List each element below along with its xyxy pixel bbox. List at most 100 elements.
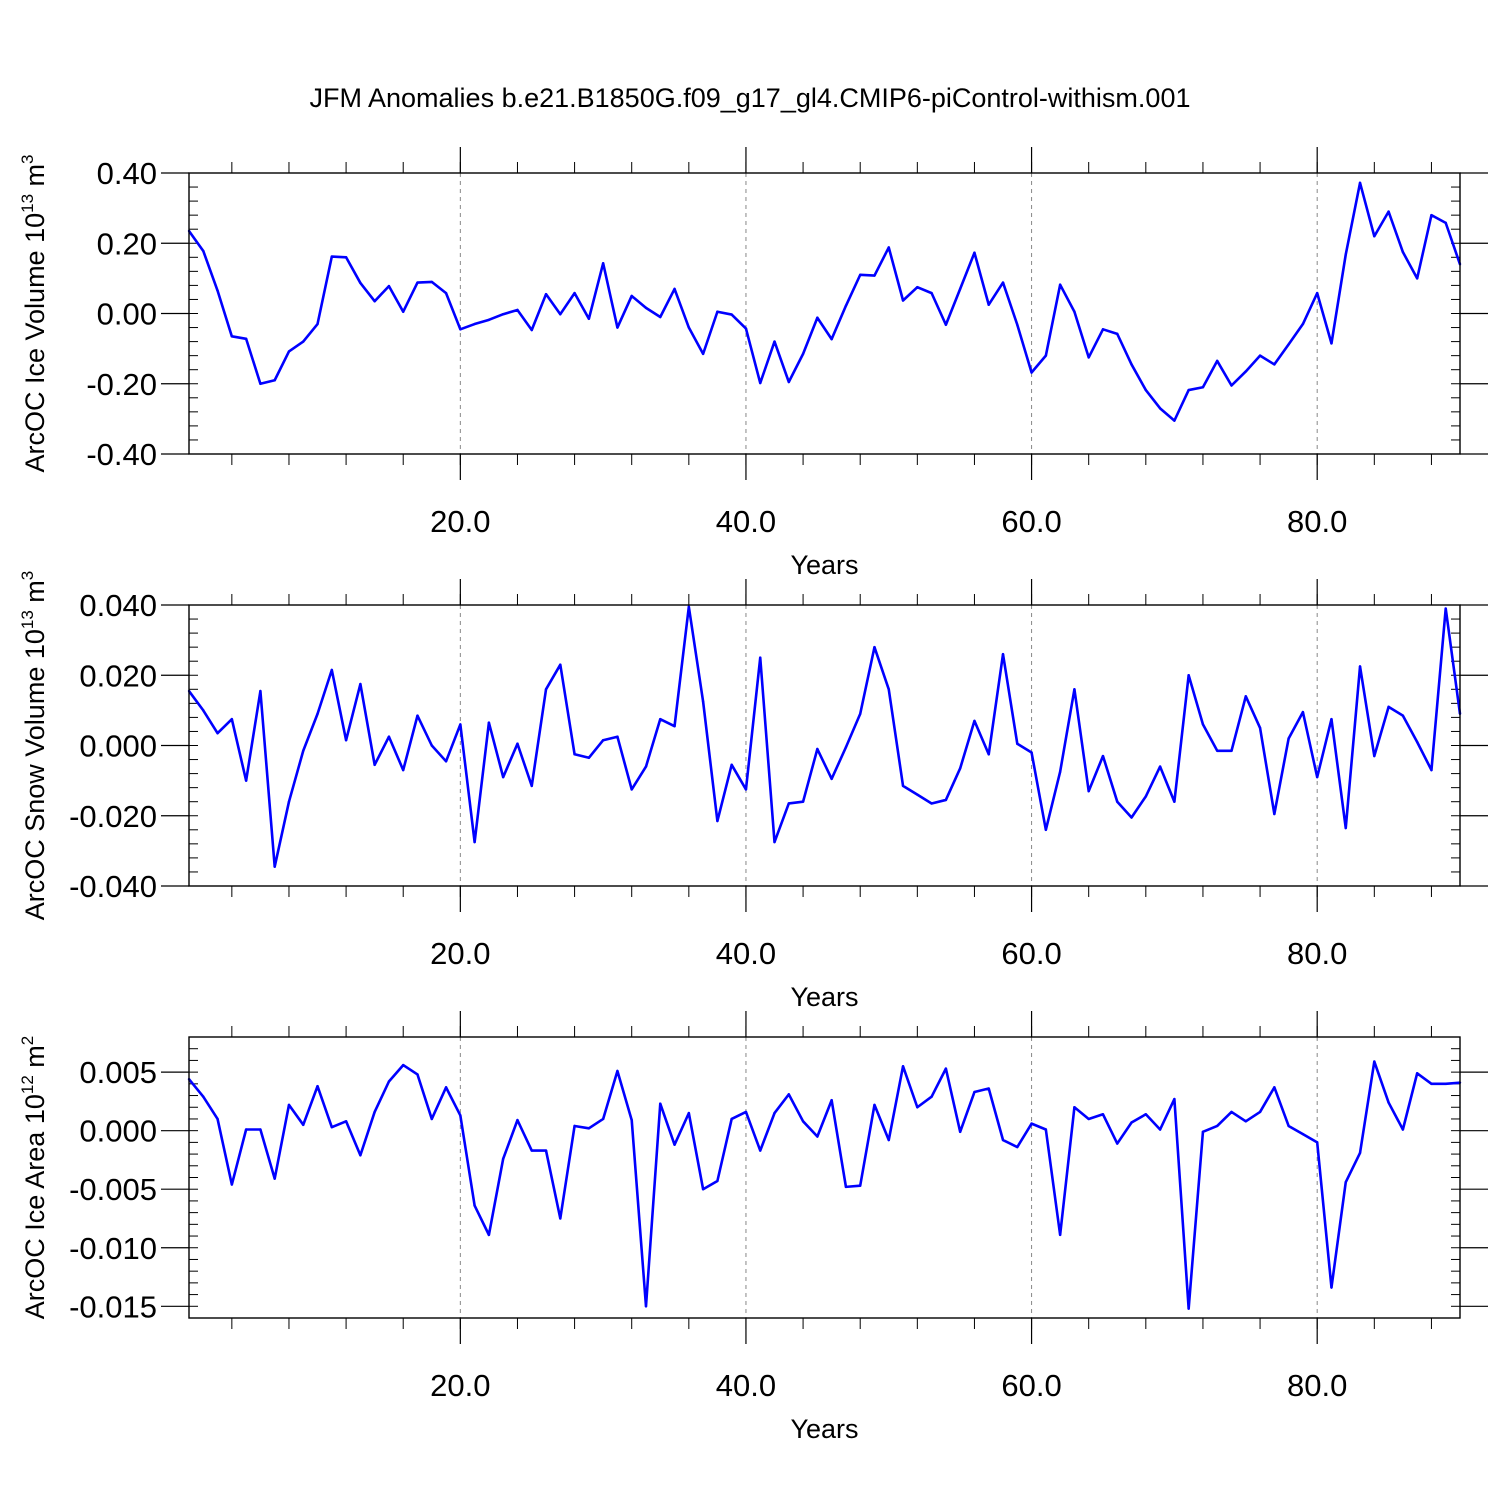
data-point	[1430, 768, 1433, 772]
data-point	[444, 1086, 448, 1089]
data-point	[1358, 181, 1362, 185]
data-point	[230, 717, 234, 721]
x-tick-label: 20.0	[430, 1368, 490, 1403]
data-point	[1116, 800, 1119, 803]
data-point	[430, 280, 433, 284]
data-point	[844, 1185, 848, 1189]
data-point	[1315, 291, 1319, 295]
data-point	[244, 337, 248, 340]
data-point	[1073, 688, 1076, 691]
data-point	[473, 322, 476, 326]
data-point	[402, 768, 405, 772]
data-point	[601, 1117, 605, 1121]
series-line	[187, 605, 1462, 868]
data-point	[973, 1090, 976, 1094]
data-point	[887, 246, 890, 249]
data-point	[501, 775, 505, 779]
data-point	[1301, 710, 1305, 714]
data-point	[1273, 812, 1276, 816]
data-point	[416, 714, 419, 717]
data-point	[516, 742, 519, 745]
data-point	[1173, 800, 1176, 803]
x-axis-label: Years	[790, 982, 858, 1012]
data-point	[330, 1125, 334, 1129]
chart-title: JFM Anomalies b.e21.B1850G.f09_g17_gl4.C…	[310, 83, 1191, 113]
data-point	[202, 249, 205, 253]
data-point	[1016, 323, 1019, 326]
data-point	[1216, 749, 1219, 752]
data-point	[1430, 1082, 1433, 1086]
data-point	[901, 1065, 905, 1068]
data-point	[1344, 253, 1347, 256]
data-point	[230, 1183, 234, 1186]
plot-frame	[188, 172, 1461, 455]
data-point	[1344, 1180, 1347, 1184]
data-point	[1344, 826, 1347, 830]
data-point	[1087, 1117, 1090, 1121]
data-point	[873, 274, 876, 277]
data-point	[1373, 235, 1376, 238]
data-point	[1444, 221, 1447, 225]
data-point	[1230, 1110, 1233, 1114]
data-point	[1330, 1286, 1333, 1289]
data-point	[430, 744, 433, 747]
data-point	[1330, 717, 1333, 721]
y-tick-label: -0.005	[69, 1172, 157, 1207]
data-point	[673, 287, 676, 291]
data-point	[559, 663, 562, 666]
data-point	[473, 840, 476, 844]
data-point	[773, 1111, 776, 1115]
data-point	[373, 763, 376, 767]
data-point	[730, 313, 733, 316]
data-point	[630, 788, 633, 791]
data-point	[1101, 328, 1105, 331]
data-point	[1401, 250, 1405, 254]
data-point	[601, 262, 605, 265]
data-point	[501, 1157, 505, 1160]
data-point	[373, 300, 376, 303]
data-point	[344, 739, 348, 742]
data-point	[1158, 407, 1162, 410]
data-point	[1301, 1132, 1305, 1136]
data-point	[1258, 726, 1262, 730]
data-point	[1116, 332, 1119, 336]
data-point	[1230, 384, 1233, 387]
data-point	[701, 352, 705, 356]
data-point	[601, 739, 605, 742]
x-axis-label: Years	[790, 1414, 858, 1444]
data-point	[1201, 1130, 1205, 1134]
y-tick-label: -0.040	[69, 869, 157, 904]
x-tick-label: 60.0	[1001, 1368, 1061, 1403]
data-point	[444, 760, 448, 763]
x-tick-label: 60.0	[1001, 504, 1061, 539]
data-point	[944, 323, 948, 326]
chart-panel-1: -0.40 -0.20 0.00 0.20 0.40 20.0 40.0 60.0 80.0 Ye…	[18, 147, 1488, 580]
data-point	[330, 255, 334, 258]
data-point	[1401, 1128, 1405, 1131]
data-point	[1273, 1086, 1276, 1089]
data-point	[1216, 359, 1219, 363]
data-point	[801, 352, 805, 356]
data-point	[402, 1063, 405, 1067]
data-point	[916, 1106, 919, 1109]
data-point	[1158, 1128, 1162, 1131]
y-tick-label: -0.40	[86, 437, 157, 472]
data-point	[830, 777, 833, 781]
data-point	[901, 299, 905, 302]
data-point	[687, 605, 691, 608]
data-point	[530, 784, 533, 788]
y-tick-label: 0.00	[97, 297, 157, 332]
x-tick-label: 80.0	[1287, 504, 1347, 539]
data-point	[1387, 210, 1390, 213]
x-tick-label: 60.0	[1001, 936, 1061, 971]
data-point	[1444, 607, 1447, 610]
data-point	[216, 732, 219, 735]
x-tick-label: 20.0	[430, 936, 490, 971]
data-point	[287, 350, 291, 353]
data-point	[1130, 1121, 1133, 1124]
data-point	[516, 1118, 519, 1122]
data-point	[873, 645, 876, 649]
data-point	[530, 328, 533, 332]
data-point	[659, 1102, 662, 1105]
data-point	[930, 291, 933, 295]
